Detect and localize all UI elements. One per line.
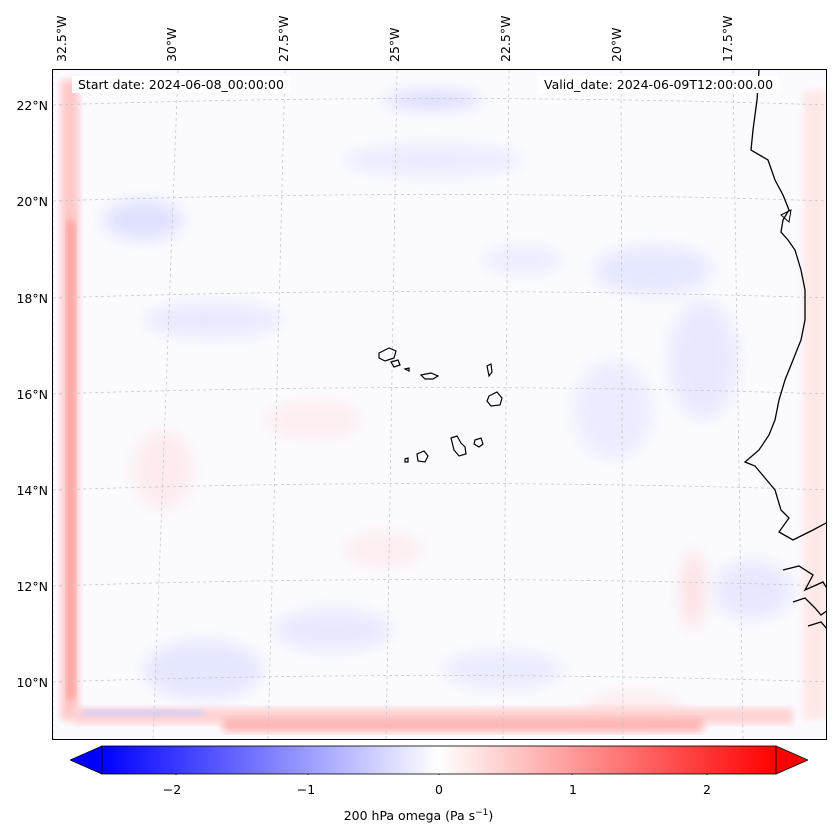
lon-label-30w: 30°W: [164, 27, 179, 62]
colorbar-label-suffix: ): [488, 808, 494, 824]
colorbar-tick-1: 1: [569, 782, 577, 797]
coastal-islands: [780, 209, 792, 223]
lon-label-25w: 25°W: [387, 27, 402, 62]
lat-label-10n: 10°N: [16, 675, 48, 690]
lon-label-27-5w: 27.5°W: [276, 15, 291, 62]
west-africa-coastline: [743, 70, 826, 629]
negative-omega-regions: [103, 92, 793, 700]
island-brava: [404, 457, 409, 463]
island-boa-vista: [486, 391, 503, 407]
colorbar-tick-2: 2: [703, 782, 711, 797]
lat-label-22n: 22°N: [16, 98, 48, 113]
colorbar-over-arrow: [775, 745, 808, 775]
lat-label-14n: 14°N: [16, 483, 48, 498]
lon-label-17-5w: 17.5°W: [720, 15, 735, 62]
valid-date-label: Valid_date: 2024-06-09T12:00:00.00: [538, 76, 780, 93]
lat-label-12n: 12°N: [16, 579, 48, 594]
omega-field: [53, 70, 826, 739]
island-santo-antao: [378, 347, 397, 362]
island-sao-vicente: [390, 359, 401, 368]
colorbar-tick-0: 0: [435, 782, 443, 797]
island-santiago: [450, 435, 467, 457]
lon-label-22-5w: 22.5°W: [498, 15, 513, 62]
lat-label-16n: 16°N: [16, 387, 48, 402]
island-fogo: [416, 450, 429, 463]
lon-label-32-5w: 32.5°W: [54, 15, 69, 62]
lat-label-18n: 18°N: [16, 291, 48, 306]
graticule: [53, 70, 826, 739]
colorbar-label-exponent: −1: [475, 808, 489, 818]
colorbar-tick-minus-2: −2: [162, 782, 182, 797]
island-maio: [473, 437, 484, 448]
island-santa-luzia: [403, 367, 410, 372]
colorbar-gradient: [101, 745, 777, 775]
lon-label-20w: 20°W: [609, 27, 624, 62]
omega-map: [52, 69, 827, 740]
colorbar-label: 200 hPa omega (Pa s−1): [0, 808, 837, 823]
island-sal: [486, 363, 493, 378]
start-date-label: Start date: 2024-06-08_00:00:00: [72, 76, 290, 93]
cape-verde-islands: [378, 347, 503, 463]
colorbar-tick-minus-1: −1: [296, 782, 316, 797]
colorbar-under-arrow: [70, 745, 103, 775]
lat-label-20n: 20°N: [16, 194, 48, 209]
island-sao-nicolau: [419, 372, 440, 380]
positive-omega-regions: [133, 400, 705, 728]
colorbar-label-prefix: 200 hPa omega (Pa s: [343, 808, 476, 824]
colorbar: [70, 745, 808, 775]
